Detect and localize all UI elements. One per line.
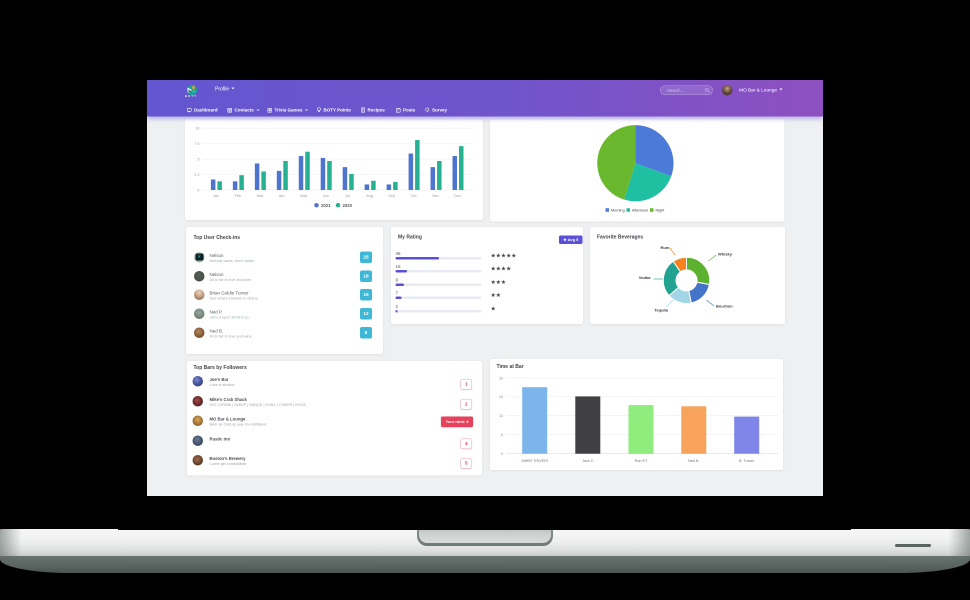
svg-text:20: 20	[499, 376, 503, 380]
svg-text:Bourbon: Bourbon	[716, 304, 733, 309]
svg-text:2.5: 2.5	[194, 173, 199, 177]
svg-text:Dec: Dec	[454, 194, 461, 198]
svg-text:Jun: Jun	[323, 194, 329, 198]
svg-text:Morning: Morning	[611, 209, 625, 213]
svg-text:5: 5	[197, 157, 199, 161]
svg-text:Rum: Rum	[661, 245, 670, 250]
svg-text:Tequila: Tequila	[654, 308, 668, 313]
svg-text:2020: 2020	[343, 203, 353, 208]
svg-text:MIHIR TRIVEDI: MIHIR TRIVEDI	[521, 459, 547, 463]
svg-text:5: 5	[501, 433, 503, 437]
svg-text:Ned B.: Ned B.	[688, 459, 699, 463]
svg-text:Sep: Sep	[388, 194, 395, 198]
svg-text:Oct: Oct	[411, 194, 418, 198]
svg-text:Ron ET: Ron ET	[635, 459, 648, 463]
svg-text:May: May	[300, 194, 307, 198]
svg-text:0: 0	[197, 188, 199, 192]
svg-text:Afternoon: Afternoon	[632, 209, 648, 213]
svg-text:15: 15	[499, 395, 503, 399]
svg-text:Jack C: Jack C	[582, 459, 594, 463]
svg-text:Mar: Mar	[257, 194, 264, 198]
svg-text:Nov: Nov	[432, 194, 439, 198]
svg-text:7.5: 7.5	[194, 142, 199, 146]
svg-text:10: 10	[195, 127, 199, 131]
svg-text:Jul: Jul	[345, 194, 350, 198]
svg-text:Feb: Feb	[235, 194, 241, 198]
svg-text:Apr: Apr	[279, 194, 286, 198]
svg-text:Whisky: Whisky	[718, 252, 733, 257]
svg-text:Night: Night	[656, 209, 666, 213]
svg-text:10: 10	[499, 414, 503, 418]
svg-text:B. Turner: B. Turner	[739, 459, 755, 463]
svg-text:Aug: Aug	[366, 194, 373, 198]
svg-text:2021: 2021	[321, 203, 331, 208]
svg-text:Vodka: Vodka	[639, 275, 651, 280]
svg-text:Jan: Jan	[213, 194, 219, 198]
svg-text:0: 0	[501, 452, 503, 456]
